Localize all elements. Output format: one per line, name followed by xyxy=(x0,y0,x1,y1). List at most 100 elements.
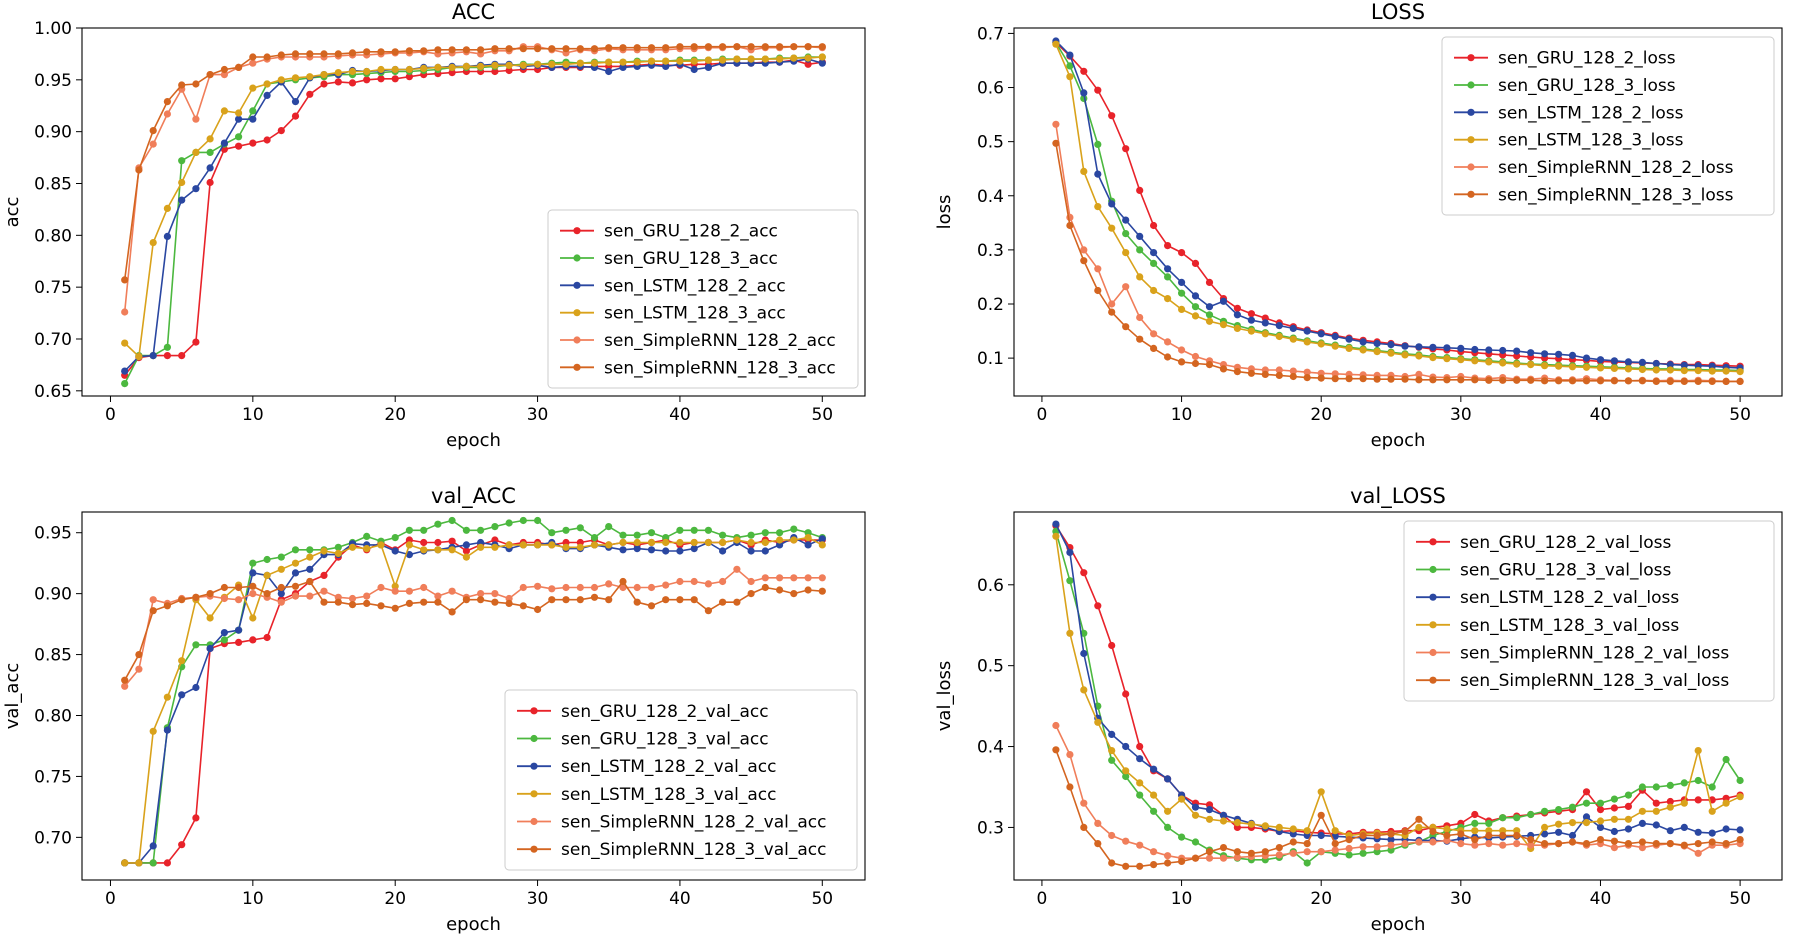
series-sen-simplernn-128-3-loss xyxy=(1052,139,1744,385)
data-point xyxy=(719,531,727,539)
data-point xyxy=(163,693,171,701)
data-point xyxy=(1387,836,1395,844)
data-point xyxy=(1122,249,1130,257)
data-point xyxy=(1136,841,1144,849)
data-point xyxy=(1708,783,1716,791)
y-tick-label: 0.85 xyxy=(34,174,72,194)
data-point xyxy=(576,524,584,532)
data-point xyxy=(448,63,456,71)
data-point xyxy=(1499,346,1507,355)
data-point xyxy=(647,529,656,537)
chart-title: ACC xyxy=(452,0,495,24)
legend-swatch-marker xyxy=(1429,621,1437,629)
legend-label: sen_GRU_128_3_val_acc xyxy=(561,730,769,750)
data-point xyxy=(747,577,755,586)
data-point xyxy=(1317,848,1325,856)
data-point xyxy=(277,583,285,592)
data-point xyxy=(235,109,243,117)
y-tick-label: 0.1 xyxy=(977,349,1004,369)
data-point xyxy=(562,526,570,534)
data-point xyxy=(1568,363,1577,371)
data-point xyxy=(1596,364,1605,372)
data-point xyxy=(1610,804,1618,812)
data-point xyxy=(690,577,698,586)
data-point xyxy=(391,75,399,83)
data-point xyxy=(1513,360,1521,368)
data-point xyxy=(1108,112,1116,120)
data-point xyxy=(576,596,584,604)
x-tick-label: 50 xyxy=(811,889,833,909)
data-point xyxy=(263,136,271,144)
plot-area xyxy=(121,516,826,867)
data-point xyxy=(1387,349,1395,357)
y-tick-label: 0.70 xyxy=(34,330,72,350)
x-tick-label: 40 xyxy=(1590,405,1612,425)
data-point xyxy=(548,541,556,549)
legend-frame xyxy=(1403,520,1775,702)
data-point xyxy=(206,71,214,79)
data-point xyxy=(448,516,456,525)
data-point xyxy=(1485,831,1493,840)
legend-swatch-marker xyxy=(530,762,538,770)
data-point xyxy=(1610,364,1618,372)
data-point xyxy=(818,43,826,51)
data-point xyxy=(149,596,157,604)
plot-area xyxy=(1052,37,1744,385)
y-tick-label: 0.2 xyxy=(977,295,1004,315)
chart-val-acc: val_ACC 0 10 20 30 40 50 0.70 0.75 0.80 0.85 0.90 0.… xyxy=(2,484,866,935)
data-point xyxy=(448,537,456,545)
data-point xyxy=(192,148,200,156)
data-point xyxy=(1205,278,1214,286)
data-point xyxy=(263,53,271,61)
data-point xyxy=(1191,312,1200,320)
data-point xyxy=(719,43,727,51)
legend-item-sen-lstm-128-3-acc: sen_LSTM_128_3_acc xyxy=(560,304,786,324)
data-point xyxy=(548,529,556,537)
data-point xyxy=(220,583,228,592)
data-point xyxy=(1624,365,1632,373)
data-point xyxy=(1205,854,1214,862)
legend-item-sen-lstm-128-2-val-acc: sen_LSTM_128_2_val_acc xyxy=(517,757,776,777)
data-point xyxy=(1052,721,1060,730)
x-axis-label: epoch xyxy=(1371,430,1426,451)
data-point xyxy=(1680,367,1688,375)
data-point xyxy=(1666,377,1674,385)
data-point xyxy=(1191,359,1200,368)
data-point xyxy=(662,44,670,52)
data-point xyxy=(790,536,798,544)
legend-item-sen-simplernn-128-2-val-acc: sen_SimpleRNN_128_2_val_acc xyxy=(517,813,826,833)
data-point xyxy=(1387,841,1395,849)
data-point xyxy=(1122,862,1130,870)
data-point xyxy=(1485,346,1493,354)
data-point xyxy=(121,682,129,690)
data-point xyxy=(334,50,342,58)
data-point xyxy=(1624,840,1632,848)
data-point xyxy=(1596,817,1605,825)
data-point xyxy=(1736,377,1744,385)
data-point xyxy=(519,61,527,69)
data-point xyxy=(1219,365,1228,373)
data-point xyxy=(1178,278,1186,286)
data-point xyxy=(1582,377,1591,385)
data-point xyxy=(192,683,200,692)
data-point xyxy=(790,525,798,533)
legend-item-sen-simplernn-128-3-acc: sen_SimpleRNN_128_3_acc xyxy=(560,358,836,378)
data-point xyxy=(704,56,713,64)
data-point xyxy=(747,590,755,598)
data-point xyxy=(1247,369,1255,377)
data-point xyxy=(548,585,556,593)
legend-label: sen_SimpleRNN_128_2_loss xyxy=(1498,158,1734,178)
data-point xyxy=(1415,815,1423,823)
data-point xyxy=(590,583,599,592)
data-point xyxy=(1666,827,1674,835)
data-point xyxy=(662,538,670,547)
data-point xyxy=(1401,351,1409,359)
data-point xyxy=(647,546,656,554)
data-point xyxy=(163,602,171,610)
data-point xyxy=(1303,840,1311,848)
data-point xyxy=(1387,375,1395,383)
data-point xyxy=(462,62,470,70)
data-point xyxy=(1164,823,1172,832)
legend-item-sen-lstm-128-3-val-loss: sen_LSTM_128_3_val_loss xyxy=(1416,616,1679,636)
data-point xyxy=(1164,807,1172,815)
